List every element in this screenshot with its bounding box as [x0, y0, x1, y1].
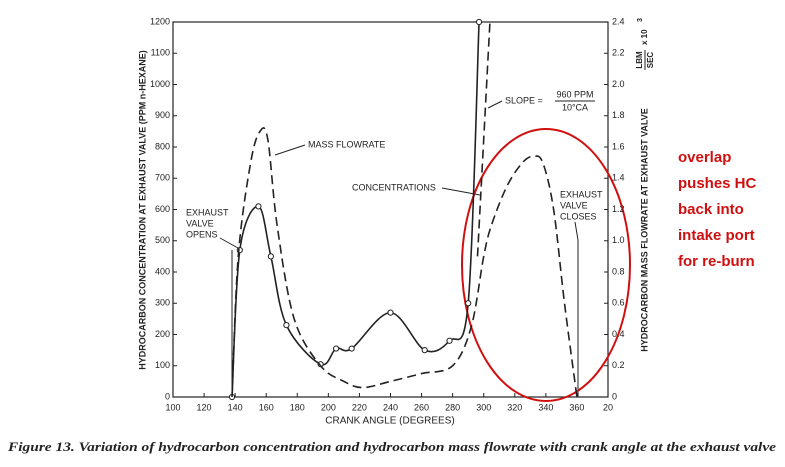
x-tick-label: 220: [352, 402, 367, 412]
y-tick-label: 900: [155, 110, 170, 120]
y2-tick-label: 0.2: [612, 360, 625, 370]
y2-tick-label: 2.4: [612, 16, 625, 26]
annotation: CONCENTRATIONS: [352, 182, 436, 192]
annotation: OPENS: [186, 229, 218, 239]
leader: [487, 100, 503, 109]
y2-tick-label: 0.6: [612, 298, 625, 308]
series-line: [231, 21, 480, 398]
point-marker: [267, 253, 274, 260]
point-marker: [283, 322, 290, 329]
y-tick-label: 200: [155, 329, 170, 339]
y-tick-label: 500: [155, 235, 170, 245]
annotation: EXHAUST: [186, 207, 229, 217]
y-tick-label: 300: [155, 298, 170, 308]
x-tick-label: 20: [603, 402, 613, 412]
y2-axis-label: HYDROCARBON MASS FLOWRATE AT EXHAUST VAL…: [635, 18, 655, 352]
y2-tick-label: 2.2: [612, 48, 625, 58]
note-line: intake port: [678, 227, 755, 244]
y2-tick-label: 1.2: [612, 204, 625, 214]
point-marker: [421, 347, 428, 354]
annotation: CLOSES: [560, 211, 597, 221]
y2-tick-label: 1.4: [612, 173, 625, 183]
point-marker: [446, 337, 453, 344]
y-tick-label: 1100: [151, 48, 170, 58]
caption: Figure 13. Variation of hydrocarbon conc…: [7, 439, 776, 454]
point-marker: [348, 345, 355, 352]
note-line: back into: [678, 201, 744, 218]
x-tick-label: 360: [569, 402, 584, 412]
y2-tick-label: 2.0: [612, 79, 625, 89]
y2-unit-top: LBM: [635, 51, 644, 69]
x-tick-label: 140: [228, 402, 243, 412]
x-tick-label: 340: [538, 402, 553, 412]
x-tick-label: 320: [507, 402, 522, 412]
series-line: [231, 127, 578, 398]
point-marker: [475, 18, 483, 26]
note-line: for re-burn: [678, 253, 755, 270]
annotation: EXHAUST: [560, 189, 603, 199]
annotation: VALVE: [560, 200, 588, 210]
y2-tick-label: 0.4: [612, 329, 625, 339]
x-axis-label: CRANK ANGLE (DEGREES): [325, 416, 454, 427]
annotation: VALVE: [186, 218, 214, 228]
note-line: pushes HC: [678, 175, 757, 192]
x-tick-label: 160: [259, 402, 274, 412]
x-tick-label: 180: [290, 402, 305, 412]
note-line: overlap: [678, 149, 731, 166]
y2-tick-label: 1.0: [612, 235, 625, 245]
y-tick-label: 700: [155, 173, 170, 183]
x-tick-label: 120: [197, 402, 212, 412]
leader: [274, 144, 306, 156]
y-axis-label: HYDROCARBON CONCENTRATION AT EXHAUST VAL…: [137, 50, 147, 370]
point-marker: [387, 309, 394, 316]
y2-tick-label: 1.8: [612, 110, 625, 120]
annotation: 960 PPM: [556, 89, 593, 99]
y2-unit-bottom: SEC: [646, 52, 655, 69]
y2-unit-exp: 3: [637, 18, 644, 22]
y2-label-text: HYDROCARBON MASS FLOWRATE AT EXHAUST VAL…: [639, 108, 649, 352]
plot-frame: [172, 21, 609, 398]
x-tick-label: 300: [476, 402, 491, 412]
x-tick-label: 100: [165, 402, 180, 412]
x-tick-label: 260: [414, 402, 429, 412]
series-line: [476, 21, 491, 257]
y-tick-label: 1000: [150, 79, 170, 89]
highlight-ellipse: [461, 128, 631, 402]
point-marker: [465, 300, 472, 307]
point-marker: [333, 345, 340, 352]
point-marker: [255, 203, 262, 210]
leader: [219, 237, 239, 249]
annotation: SLOPE =: [505, 95, 543, 105]
y2-tick-label: 1.6: [612, 141, 625, 151]
y2-unit-factor: x 10: [640, 29, 649, 45]
y-tick-label: 800: [155, 141, 170, 151]
y2-tick-label: 0.8: [612, 266, 625, 276]
y-tick-label: 1200: [150, 16, 170, 26]
leader: [574, 221, 579, 241]
x-tick-label: 240: [383, 402, 398, 412]
y-tick-label: 100: [155, 360, 170, 370]
y-tick-label: 400: [155, 266, 170, 276]
x-tick-label: 280: [445, 402, 460, 412]
x-tick-label: 200: [321, 402, 336, 412]
annotation: 10°CA: [562, 102, 588, 112]
annotation: MASS FLOWRATE: [308, 139, 385, 149]
y-tick-label: 600: [155, 204, 170, 214]
y2-tick-label: 0: [612, 391, 617, 401]
y-tick-label: 0: [165, 391, 170, 401]
